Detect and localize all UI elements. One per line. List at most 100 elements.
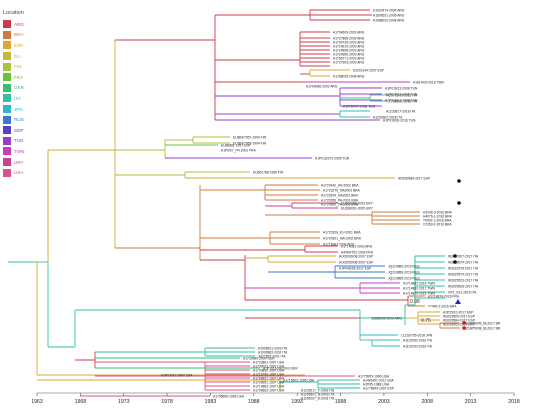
legend-swatch	[3, 126, 11, 135]
tip-label: X7269-2-2016 BRA	[423, 222, 452, 226]
tip-label: SEDBP5008_BL2017 BR	[463, 326, 501, 330]
tip-label: A1708457-1997 USA	[253, 376, 285, 380]
tip-label: A1P016/13-2008 TUN	[385, 92, 418, 96]
tip-label: A1978/707-2002 TUN	[343, 104, 376, 108]
tip-label: A1700892-1997 USA	[253, 368, 285, 372]
tip-label: A1715503-1995 USA	[283, 378, 315, 382]
legend-label: TUN	[14, 138, 24, 144]
tip-label: HZ095-1988 USA	[363, 382, 390, 386]
legend-swatch	[3, 30, 11, 39]
legend-item: GER	[3, 83, 43, 94]
tip-label: A1720326_EU-2001 BRA	[323, 230, 361, 234]
tip-label: A1P016/13-2008 TUN	[385, 86, 418, 90]
legend-item: TUN	[3, 136, 43, 147]
legend-label: ARG	[14, 21, 24, 27]
tip-label: AF605/684-2017 ESP	[398, 176, 431, 180]
tip-label: A1206521_B-2003 ITA	[301, 392, 335, 396]
tip-label: A1709951-1997 USA	[253, 380, 285, 384]
tip-label: VP2_D21-2016 ITA	[448, 290, 477, 294]
legend-swatch	[3, 147, 11, 156]
tip-label: AJ426491-2011 USA	[363, 378, 395, 382]
legend-label: TWN	[14, 148, 25, 154]
highlight-marker	[457, 179, 461, 183]
tip-label: A1714913-2003 ARG	[333, 44, 365, 48]
tip-label: A1727868-2003 ARG	[333, 36, 365, 40]
tip-label: A1765669-1995 USA	[213, 394, 245, 398]
legend-swatch	[3, 20, 11, 29]
legend-label: RUS	[14, 117, 24, 123]
legend-label: USA	[14, 170, 24, 176]
tip-label: A1709023-1997 USA	[253, 364, 285, 368]
legend-item: RUS	[3, 114, 43, 125]
legend-label: URY	[14, 159, 24, 165]
tip-label: A1727903-2003 ARG	[333, 60, 365, 64]
axis-tick-label: 1978	[161, 399, 173, 405]
legend-swatch	[3, 52, 11, 61]
axis-tick-label: 1973	[118, 399, 130, 405]
tip-label: A1900862-2002 ITA	[258, 350, 288, 354]
tip-label: L7168/01-2018 ITA	[389, 99, 418, 103]
tip-label: W3029523-2017 ITA	[448, 278, 479, 282]
tip-label: A1720324_MA2002 BRA	[321, 193, 359, 197]
tip-label: W3028574-2017 ITA	[448, 260, 479, 264]
legend-label: JPN	[14, 106, 23, 112]
highlight-marker	[453, 260, 457, 264]
tip-label: JQ219855-2010 RUS	[388, 276, 420, 280]
tip-label: A1714874-2018 FRA	[428, 294, 460, 298]
tip-label: A1P016/12-2008 TUN	[385, 98, 418, 102]
legend-swatch	[3, 115, 11, 124]
tip-label: W3027607-2017 ITA	[448, 254, 479, 258]
highlight-triangle	[455, 299, 461, 304]
legend-swatch	[3, 158, 11, 167]
axis-tick-label: 1983	[205, 399, 217, 405]
tip-label: JH27825-2001 ITA	[258, 354, 286, 358]
tip-label: A1714882-1997 USA	[253, 384, 285, 388]
axis-tick-label: 1993	[291, 399, 303, 405]
legend-item: TWN	[3, 146, 43, 157]
tip-label: A1P046/28-2017 ESP	[339, 266, 372, 270]
tip-label: A1720342_AN-2002 BRA	[321, 183, 359, 187]
legend-label: FIN	[14, 64, 22, 70]
highlight-marker	[462, 321, 466, 325]
tip-label: A1P25/10-2017 ESP	[443, 310, 474, 314]
legend-swatch	[3, 83, 11, 92]
legend-swatch	[3, 41, 11, 50]
tip-label: A1724950-2003 ARG	[333, 52, 365, 56]
tip-label: A1988022-2006 ARG	[373, 18, 405, 22]
tip-label: A1720356_PA-2001 BRA	[321, 198, 359, 202]
axis-tick-label: 2018	[508, 399, 520, 405]
legend-item: ARG	[3, 19, 43, 30]
legend-label: GER	[14, 85, 24, 91]
axis-tick-label: 1963	[31, 399, 43, 405]
legend-swatch	[3, 136, 11, 145]
tip-label: W3029574-2017 ITA	[448, 272, 479, 276]
tip-label: AUS715/03-2013 ITA	[386, 93, 418, 97]
tip-label: W3029528-2017 ITA	[448, 284, 479, 288]
legend-item: SDP	[3, 125, 43, 136]
legend-item: URY	[3, 157, 43, 168]
tip-label: A1794609-2003 ARG	[333, 30, 365, 34]
tip-label: A1906921-2003 ITA	[258, 346, 288, 350]
tip-markers	[453, 179, 466, 330]
tip-label: A4064/752-2003 FRA	[341, 250, 374, 254]
tip-label: A1P016/30-2016 TUN	[383, 118, 416, 122]
tip-label: A1714882-2018 TWN	[403, 281, 435, 285]
legend-swatch	[3, 168, 11, 177]
tip-label: A1233617-2018 ITA	[386, 109, 416, 113]
tip-label: AU02060/08-2007 ESP	[339, 254, 374, 258]
node-label-075: 0.75	[421, 318, 431, 324]
tip-label: A1P03417-1997 USA	[161, 373, 193, 377]
highlight-marker	[457, 201, 461, 205]
legend-item: ESP	[3, 40, 43, 51]
axis-tick-label: 2003	[378, 399, 390, 405]
tip-label: A1720861-1997 USA	[253, 360, 285, 364]
tip-label: A1230217_F-2003 ITA	[301, 388, 335, 392]
highlight-marker	[453, 254, 457, 258]
tip-label: W3028503-2017 ESP	[443, 322, 476, 326]
legend-item: BRA	[3, 30, 43, 41]
highlight-marker	[462, 326, 466, 330]
location-legend: Location ARG BRA ESP EU FIN FRA GER ITA JPN RUS SD…	[3, 10, 43, 178]
tip-label: JQ219856-2010 RUS	[388, 270, 420, 274]
